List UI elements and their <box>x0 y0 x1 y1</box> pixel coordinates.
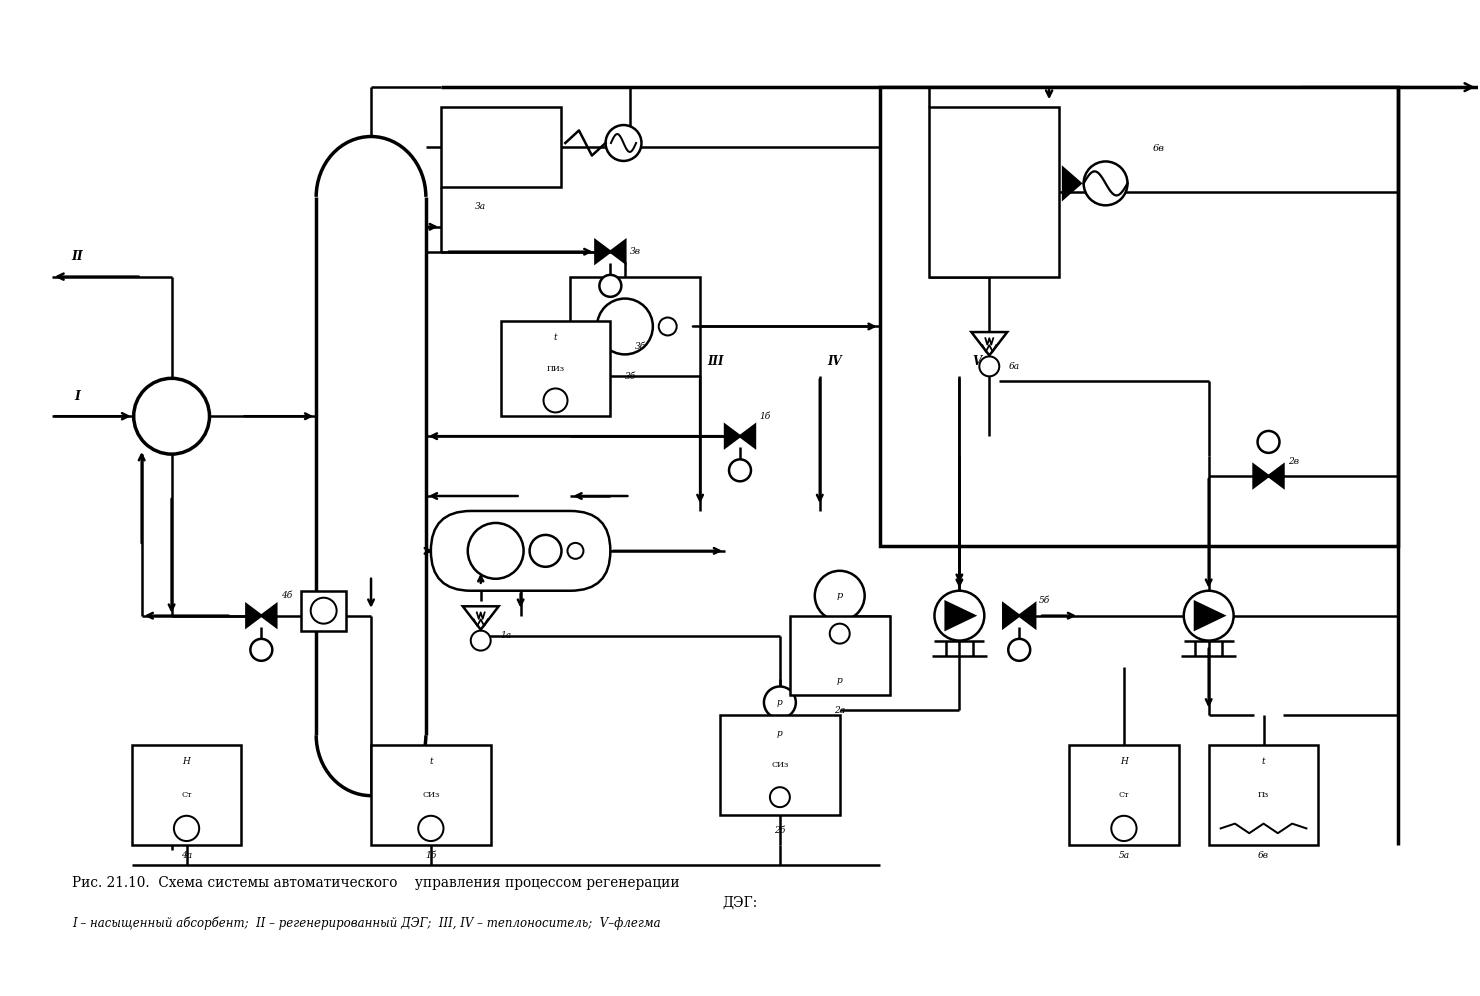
Text: I: I <box>74 389 80 402</box>
Bar <box>1069 745 1178 845</box>
Text: 3в: 3в <box>630 247 641 256</box>
Text: р: р <box>777 698 783 707</box>
Circle shape <box>730 459 750 481</box>
Bar <box>1209 745 1319 845</box>
Bar <box>441 108 561 187</box>
Circle shape <box>530 535 561 567</box>
Text: Пз: Пз <box>1258 791 1268 799</box>
Circle shape <box>543 388 567 412</box>
Text: 1а: 1а <box>500 631 511 640</box>
Text: 6в: 6в <box>1258 851 1268 860</box>
Circle shape <box>468 523 524 579</box>
Circle shape <box>1111 816 1137 841</box>
Text: 5а: 5а <box>1119 851 1129 860</box>
Circle shape <box>471 630 491 650</box>
Bar <box>371 745 491 845</box>
Circle shape <box>599 275 622 297</box>
Text: 4б: 4б <box>281 592 292 601</box>
Text: ПИз: ПИз <box>546 365 564 373</box>
Circle shape <box>419 816 444 841</box>
Text: 5б: 5б <box>1039 597 1049 606</box>
Circle shape <box>770 787 790 807</box>
Text: ДЭГ:: ДЭГ: <box>722 895 758 910</box>
Polygon shape <box>971 332 1008 356</box>
Text: 1б: 1б <box>425 851 437 860</box>
Polygon shape <box>1268 465 1283 487</box>
Text: СИз: СИз <box>771 761 789 769</box>
Polygon shape <box>725 425 740 447</box>
Text: 4а: 4а <box>181 851 192 860</box>
Polygon shape <box>1063 168 1080 199</box>
Polygon shape <box>1194 602 1224 629</box>
Bar <box>929 108 1060 277</box>
Text: Н: Н <box>1120 757 1128 767</box>
Circle shape <box>764 686 796 718</box>
Circle shape <box>815 571 864 621</box>
Text: Н: Н <box>182 757 191 767</box>
Text: IV: IV <box>827 355 842 368</box>
Text: 3б: 3б <box>635 342 645 351</box>
Circle shape <box>175 816 200 841</box>
FancyBboxPatch shape <box>431 511 610 591</box>
Text: р: р <box>777 729 783 738</box>
Bar <box>790 616 889 695</box>
Text: Ст: Ст <box>181 791 192 799</box>
Circle shape <box>250 638 272 660</box>
Text: 3б: 3б <box>625 372 636 380</box>
Text: 6в: 6в <box>1153 144 1165 153</box>
Bar <box>500 322 610 416</box>
Circle shape <box>659 318 676 336</box>
Bar <box>721 715 839 815</box>
Text: I – насыщенный абсорбент;  II – регенерированный ДЭГ;  III, IV – теплоноситель; : I – насыщенный абсорбент; II – регенерир… <box>73 916 660 930</box>
Text: II: II <box>71 250 83 263</box>
Text: III: III <box>707 355 724 368</box>
Text: Ст: Ст <box>1119 791 1129 799</box>
Bar <box>302 591 346 630</box>
Text: р: р <box>836 592 842 601</box>
Polygon shape <box>1003 604 1020 627</box>
Polygon shape <box>595 240 610 263</box>
Polygon shape <box>246 605 262 626</box>
Circle shape <box>1008 638 1030 660</box>
Polygon shape <box>946 602 974 629</box>
Circle shape <box>605 125 641 161</box>
Polygon shape <box>1254 465 1268 487</box>
Bar <box>570 277 700 376</box>
Text: СИз: СИз <box>422 791 440 799</box>
Circle shape <box>980 357 999 376</box>
Circle shape <box>567 543 583 559</box>
Text: 2а: 2а <box>835 706 845 715</box>
Polygon shape <box>610 240 626 263</box>
Polygon shape <box>463 607 499 629</box>
Circle shape <box>1083 161 1128 205</box>
Bar <box>879 87 1399 546</box>
Circle shape <box>934 591 984 640</box>
Text: t: t <box>554 333 558 342</box>
Text: 3а: 3а <box>475 202 487 211</box>
Polygon shape <box>740 425 755 447</box>
Text: 2б: 2б <box>774 826 786 835</box>
Text: р: р <box>836 676 842 685</box>
Text: 2в: 2в <box>1288 456 1299 465</box>
Circle shape <box>596 299 653 355</box>
Polygon shape <box>1020 604 1035 627</box>
Text: V: V <box>972 355 981 368</box>
Bar <box>132 745 241 845</box>
Circle shape <box>1184 591 1234 640</box>
Circle shape <box>133 378 210 454</box>
Circle shape <box>830 623 850 643</box>
Text: 6а: 6а <box>1009 362 1020 371</box>
Polygon shape <box>262 605 277 626</box>
Text: t: t <box>429 757 432 767</box>
Circle shape <box>311 598 336 623</box>
Circle shape <box>1258 431 1280 453</box>
Text: t: t <box>1262 757 1265 767</box>
Text: Рис. 21.10.  Схема системы автоматического    управления процессом регенерации: Рис. 21.10. Схема системы автоматическог… <box>73 875 679 889</box>
Text: 1б: 1б <box>759 411 771 420</box>
